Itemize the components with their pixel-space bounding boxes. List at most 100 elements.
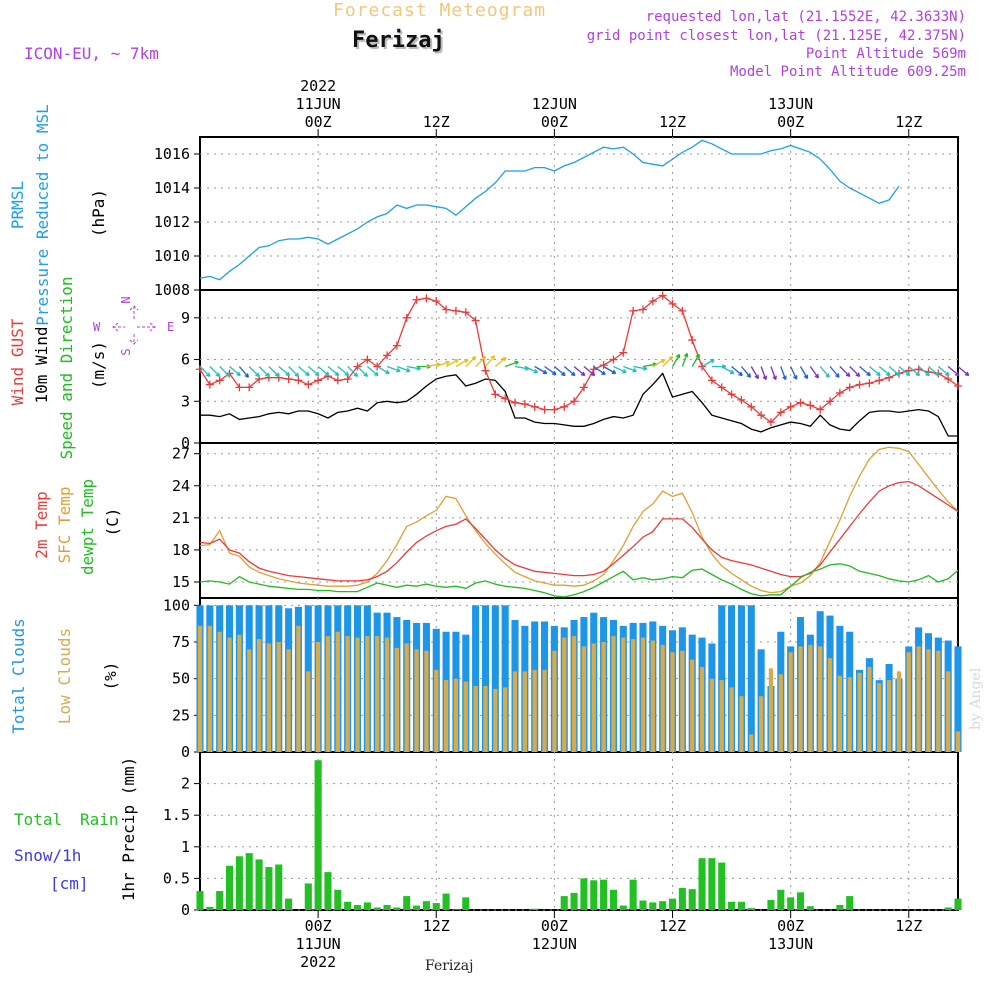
- gust-marker: [648, 297, 657, 306]
- low-cloud-bar: [808, 644, 813, 752]
- low-cloud-bar: [601, 642, 606, 752]
- wind-direction-arrow: [623, 365, 637, 373]
- low-cloud-bar: [404, 643, 409, 752]
- rain-bar: [255, 859, 263, 910]
- pressure-axis-title: PRMSL: [8, 181, 27, 229]
- rain-bar: [422, 901, 430, 910]
- gust-marker: [471, 316, 480, 325]
- low-cloud-bar: [621, 637, 626, 752]
- ytick-label-clouds: 25: [172, 706, 190, 724]
- rain-bar: [846, 896, 854, 910]
- ytick-label-wind: 9: [181, 309, 190, 327]
- rain-bar: [747, 908, 755, 910]
- bottom-hour-label: 00Z: [541, 917, 568, 935]
- low-cloud-bar: [581, 646, 587, 752]
- gust-marker: [707, 376, 716, 385]
- wind-direction-arrow: [209, 366, 221, 378]
- low-cloud-bar: [768, 668, 774, 752]
- wind-direction-arrow: [918, 366, 930, 377]
- gust-marker: [294, 376, 303, 385]
- wind-direction-arrow: [790, 366, 798, 380]
- low-cloud-bar: [837, 675, 842, 752]
- low-cloud-bar: [926, 649, 931, 752]
- low-cloud-bar: [660, 644, 665, 752]
- wind-direction-arrow: [268, 366, 280, 378]
- panel-frame-precip: [199, 751, 959, 911]
- low-cloud-axis-title: Low Clouds: [55, 628, 74, 724]
- wind-direction-arrow: [307, 366, 320, 377]
- low-cloud-bar: [640, 637, 646, 752]
- wind-direction-arrow: [298, 366, 310, 377]
- wind-direction-arrow: [593, 365, 606, 376]
- rain-bar: [285, 898, 293, 910]
- wind-direction-arrow: [770, 366, 777, 381]
- low-cloud-bar: [335, 631, 340, 752]
- ytick-label-wind: 6: [181, 351, 190, 369]
- low-cloud-bar: [237, 634, 242, 752]
- gust-marker: [501, 394, 510, 403]
- low-cloud-bar: [818, 646, 823, 752]
- rain-bar: [334, 889, 342, 910]
- gust-marker: [392, 341, 401, 350]
- rain-legend-a: Total: [14, 810, 63, 829]
- wind-direction-arrow: [524, 365, 539, 374]
- wind-gust-line: [199, 294, 959, 423]
- low-cloud-bar: [345, 636, 350, 752]
- rain-bar: [678, 887, 686, 910]
- wind-direction-arrow: [357, 366, 369, 378]
- wind-direction-arrow: [750, 366, 759, 380]
- model-point-altitude: Model Point Altitude 609.25m: [729, 64, 966, 80]
- ytick-label-precip: 0: [181, 901, 190, 919]
- rain-bar: [196, 891, 204, 910]
- gust-marker: [314, 376, 323, 385]
- gust-marker: [530, 402, 539, 411]
- wind-direction-arrow: [229, 366, 241, 377]
- gust-marker: [717, 383, 726, 392]
- gust-marker: [432, 297, 441, 306]
- gust-marker: [412, 295, 421, 304]
- model-label: ICON-EU, ~ 7km: [24, 44, 159, 63]
- wind-direction-arrow: [662, 355, 674, 367]
- top-date-label: 12JUN: [532, 95, 577, 113]
- wind-direction-arrow: [928, 366, 940, 377]
- ytick-label-pressure: 1016: [154, 145, 190, 163]
- wind-direction-arrow: [327, 366, 340, 377]
- ytick-label-precip: 2: [181, 775, 190, 793]
- wind-direction-arrow: [504, 360, 519, 368]
- low-cloud-bar: [286, 649, 291, 752]
- pressure-axis-subtitle: Pressure Reduced to MSL: [33, 104, 52, 326]
- low-cloud-bar: [217, 631, 222, 752]
- temp2m-axis-title: 2m Temp: [32, 491, 51, 558]
- wind-direction-arrow: [199, 366, 211, 378]
- low-cloud-bar: [906, 652, 911, 752]
- gust-marker: [481, 366, 490, 375]
- wind-direction-arrow: [396, 365, 411, 373]
- total-cloud-bar: [737, 605, 745, 752]
- low-cloud-bar: [276, 642, 281, 752]
- top-date-label: 11JUN: [296, 95, 341, 113]
- low-cloud-bar: [788, 652, 793, 752]
- low-cloud-bar: [650, 640, 655, 752]
- low-cloud-bar: [670, 652, 675, 752]
- rain-bar: [324, 872, 332, 910]
- ytick-label-temperature: 27: [172, 445, 190, 463]
- point-altitude: Point Altitude 569m: [805, 46, 966, 62]
- low-cloud-bar: [916, 646, 921, 752]
- rain-bar: [944, 907, 952, 910]
- wind-direction-arrow: [652, 358, 666, 368]
- low-cloud-bar: [749, 734, 754, 752]
- gust-marker: [245, 383, 254, 392]
- wind-direction-arrow: [681, 352, 689, 367]
- wind-axis-unit: (m/s): [89, 341, 108, 389]
- gust-marker: [845, 383, 854, 392]
- wind-direction-arrow: [337, 366, 350, 377]
- low-cloud-bar: [699, 666, 705, 752]
- wind-direction-arrow: [859, 366, 871, 377]
- rain-bar: [570, 892, 578, 910]
- low-cloud-bar: [414, 649, 419, 752]
- gust-marker: [835, 388, 844, 397]
- low-cloud-bar: [709, 678, 715, 752]
- sfc-temp-line: [199, 446, 959, 594]
- gust-marker: [678, 306, 687, 315]
- low-cloud-bar: [877, 683, 882, 752]
